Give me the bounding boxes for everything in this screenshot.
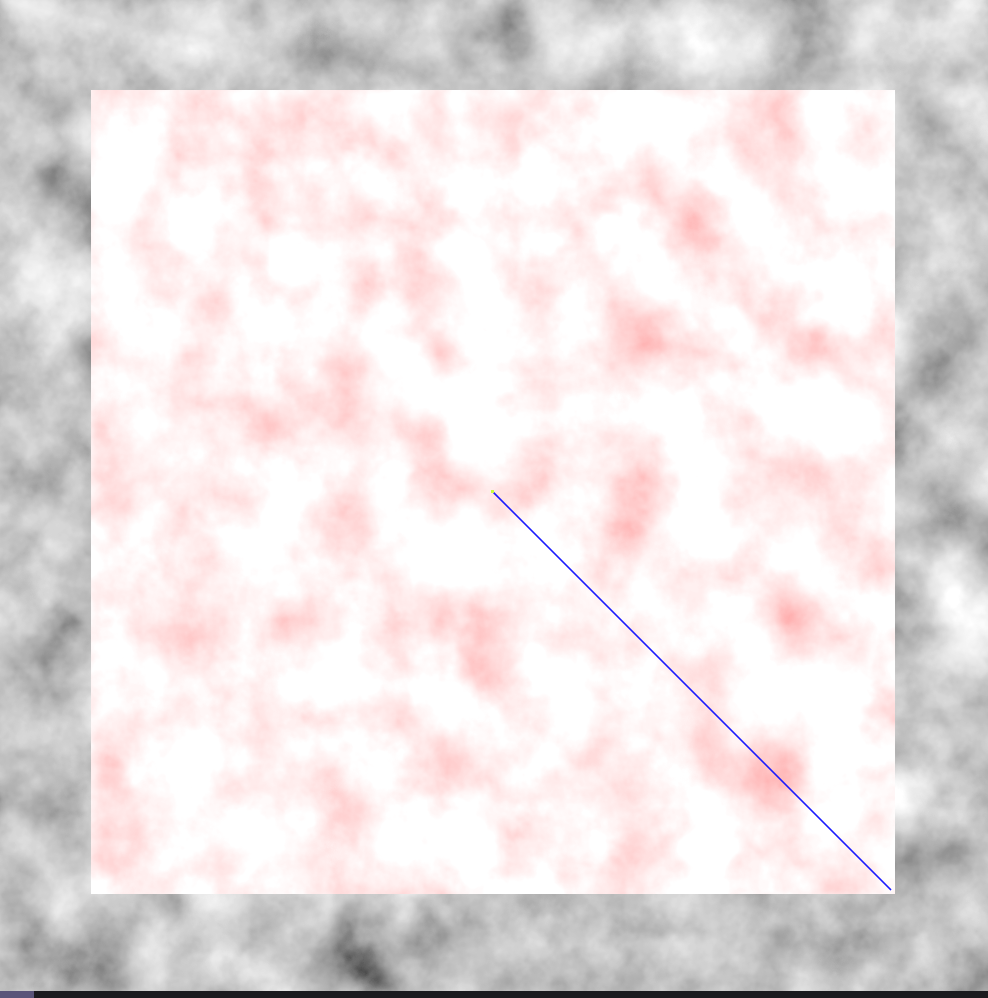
bottom-status-strip (0, 991, 988, 998)
bottom-strip-accent (0, 991, 34, 998)
red-selection-region[interactable] (91, 90, 895, 894)
red-cloud-texture (91, 90, 895, 894)
